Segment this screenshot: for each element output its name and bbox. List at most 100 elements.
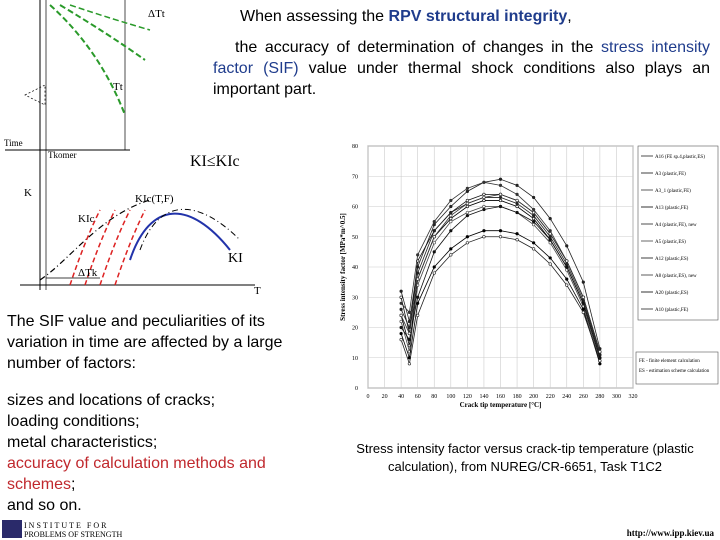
x-tick-label: 240: [562, 394, 571, 400]
point: [548, 241, 552, 245]
series-line: [400, 230, 601, 364]
label: KIc(T,F): [135, 193, 174, 205]
legend-entry: A13 (plastic,FE): [655, 206, 689, 211]
point: [548, 232, 552, 236]
label: ΔTk: [78, 267, 98, 279]
legend-entry: A4 (plastic,FE), new: [655, 223, 697, 228]
url: http://www.ipp.kiev.ua: [627, 528, 715, 538]
point: [598, 359, 602, 363]
point: [515, 232, 519, 236]
label: K: [24, 187, 32, 199]
series-line: [400, 206, 601, 361]
point: [548, 229, 552, 233]
factor: metal characteristics;: [7, 434, 158, 451]
point: [465, 241, 469, 245]
point: [498, 195, 503, 200]
point: [515, 192, 519, 196]
y-axis-label: Stress intensity factor [MPa*m^0.5]: [339, 213, 347, 321]
point: [432, 235, 436, 239]
factor: accuracy of calculation methods and sche…: [7, 453, 327, 495]
point: [449, 204, 453, 209]
point: [399, 319, 403, 324]
sif-text: The SIF value and peculiarities of its v…: [7, 313, 283, 372]
series-line: [400, 197, 601, 355]
label: Tkomer: [48, 150, 77, 160]
x-tick-label: 120: [463, 394, 472, 400]
point: [548, 238, 552, 242]
x-tick-label: 20: [382, 394, 388, 400]
point: [581, 280, 585, 284]
legend-entry: A5 (plastic,ES): [655, 240, 686, 245]
point: [416, 271, 420, 275]
logo: [2, 520, 22, 538]
intro: When assessing the RPV structural integr…: [240, 6, 710, 27]
point: [432, 250, 436, 254]
y-tick-label: 60: [352, 205, 358, 211]
series-line: [400, 178, 601, 349]
point: [407, 362, 412, 366]
factor: and so on.: [7, 497, 82, 514]
point: [515, 204, 519, 209]
schematic: [5, 0, 255, 290]
point: [416, 253, 420, 257]
point: [399, 313, 403, 318]
note: ES - estimation scheme calculation: [639, 369, 710, 374]
label: KIc: [78, 213, 95, 225]
point: [407, 331, 412, 336]
y-tick-label: 0: [355, 386, 358, 392]
x-tick-label: 100: [446, 394, 455, 400]
highlight: RPV structural integrity: [388, 8, 568, 25]
x-tick-label: 140: [479, 394, 488, 400]
point: [532, 195, 536, 200]
point: [532, 241, 536, 245]
point: [432, 220, 436, 224]
y-tick-label: 80: [352, 144, 358, 150]
point: [515, 201, 519, 206]
point: [399, 307, 403, 311]
point: [515, 183, 519, 187]
footer: INSTITUTE FOR PROBLEMS OF STRENGTH http:…: [2, 520, 714, 539]
point: [548, 235, 552, 239]
x-tick-label: 0: [367, 394, 370, 400]
point: [432, 229, 436, 233]
point: [498, 235, 503, 239]
point: [532, 210, 536, 215]
point: [465, 201, 469, 206]
point: [581, 307, 585, 311]
y-tick-label: 70: [352, 174, 358, 180]
point: [399, 301, 403, 305]
y-tick-label: 50: [352, 235, 358, 241]
point: [598, 350, 602, 354]
point: [548, 256, 552, 260]
schematic-labels: ΔTt Tt Time Tkomer KI≤KIc K KIc(T,F) KIc…: [4, 8, 261, 297]
point: [581, 301, 585, 305]
x-tick-label: 280: [595, 394, 604, 400]
point: [407, 338, 412, 342]
point: [432, 265, 436, 269]
legend-entry: A8 (plastic,ES), new: [655, 274, 697, 279]
point: [432, 241, 436, 245]
point: [399, 338, 403, 342]
legend-entry: A16 (FE sp.4,plastic,ES): [655, 155, 705, 160]
legend-entry: A10 (plastic,FE): [655, 308, 689, 313]
point: [548, 217, 552, 221]
highlight: stress intensity factor (SIF): [213, 39, 710, 77]
point: [581, 310, 585, 314]
point: [416, 301, 420, 305]
legend-entry: A3_1 (plastic,FE): [655, 189, 691, 194]
text: the accuracy of determination of changes…: [235, 39, 602, 56]
point: [532, 220, 536, 224]
legend-entry: A3 (plastic,FE): [655, 172, 686, 177]
point: [465, 204, 469, 209]
highlight: accuracy of calculation methods and sche…: [7, 455, 266, 493]
point: [432, 271, 436, 275]
point: [399, 325, 403, 330]
point: [498, 183, 503, 187]
x-tick-label: 200: [529, 394, 538, 400]
institute: PROBLEMS OF STRENGTH: [24, 530, 122, 539]
point: [399, 295, 403, 299]
point: [482, 229, 486, 233]
x-tick-label: 320: [629, 394, 638, 400]
label: Time: [4, 138, 23, 148]
